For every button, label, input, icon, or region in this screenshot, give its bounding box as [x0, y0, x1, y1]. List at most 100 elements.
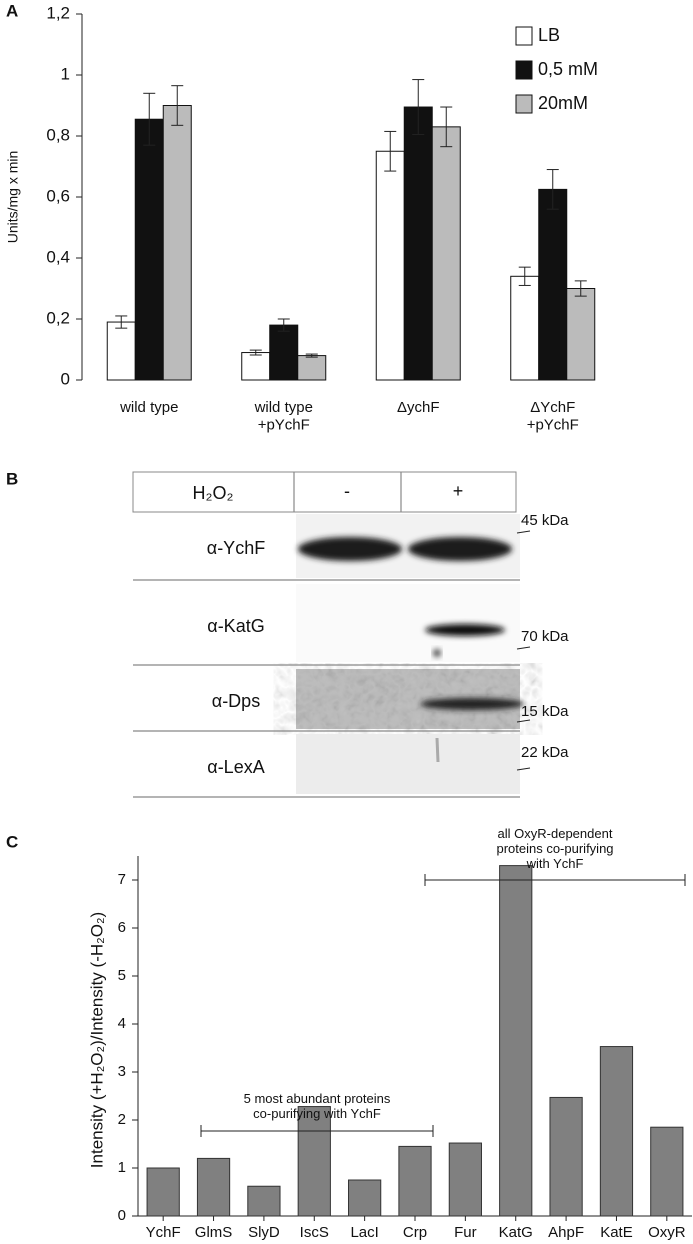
bar [448, 1142, 482, 1217]
y-tick-label: 1 [61, 64, 70, 83]
band [408, 537, 512, 561]
x-tick-label: KatG [499, 1224, 533, 1241]
header-box [132, 471, 517, 513]
y-tick-label: 6 [118, 919, 126, 936]
y-tick-label: 0 [118, 1207, 126, 1224]
error-bar [249, 349, 262, 356]
row-label: α-KatG [207, 616, 264, 636]
bar [549, 1096, 583, 1217]
bar [599, 1046, 634, 1217]
header-label: - [344, 481, 350, 501]
blot-strip [296, 584, 520, 662]
y-axis-label: Units/mg x min [5, 151, 21, 244]
row-label: α-Dps [212, 691, 260, 711]
marker-tick [516, 767, 531, 771]
legend-swatch [515, 60, 533, 80]
bar [510, 275, 540, 381]
row-label: α-YchF [207, 538, 265, 558]
bar [499, 865, 533, 1217]
marker-label: 45 kDa [521, 512, 569, 529]
bar [375, 150, 405, 381]
bar [134, 118, 164, 381]
legend-label: 0,5 mM [538, 59, 598, 79]
y-tick-label: 1,2 [46, 3, 70, 22]
x-tick-label: wild type +pYchF [254, 399, 313, 433]
x-tick-label: IscS [300, 1224, 329, 1241]
bar [431, 126, 461, 381]
y-tick-label: 0,4 [46, 247, 70, 266]
bar [398, 1145, 432, 1217]
band [298, 537, 402, 561]
marker-label: 70 kDa [521, 628, 569, 645]
legend-swatch [515, 94, 533, 114]
blot-panel: B H₂O₂ - + α-YchF α-KatG α-Dps α-LexA 45… [6, 469, 569, 798]
error-bar [440, 106, 453, 148]
marker-tick [516, 646, 531, 650]
bar [566, 288, 596, 381]
streak [435, 737, 440, 763]
legend-label: 20mM [538, 93, 588, 113]
error-bar [143, 92, 156, 146]
error-bar [115, 315, 128, 329]
y-tick-label: 2 [118, 1111, 126, 1128]
y-tick-label: 0,2 [46, 308, 70, 327]
spot [433, 649, 441, 657]
panel-label: B [6, 469, 18, 488]
x-tick-label: YchF [146, 1224, 181, 1241]
marker-tick [516, 530, 531, 534]
error-bar [305, 353, 318, 358]
x-tick-label: Crp [403, 1224, 427, 1241]
y-tick-label: 0,8 [46, 125, 70, 144]
error-bar [546, 169, 559, 210]
error-bar [574, 280, 587, 297]
blot-strip [296, 734, 520, 794]
legend-swatch [515, 26, 533, 46]
bar [146, 1167, 180, 1217]
error-bar [412, 79, 425, 135]
panel-label: A [6, 1, 18, 20]
x-tick-label: wild type [119, 399, 178, 416]
bar [196, 1157, 231, 1217]
y-tick-label: 5 [118, 967, 126, 984]
marker-tick [516, 719, 531, 723]
header-label: + [453, 481, 464, 501]
y-tick-label: 4 [118, 1015, 126, 1032]
x-tick-label: OxyR [648, 1224, 686, 1241]
error-bar [518, 266, 531, 286]
error-bar [384, 130, 397, 172]
bar [403, 106, 433, 381]
y-tick-label: 1 [118, 1159, 126, 1176]
bar [162, 105, 192, 381]
bar [269, 324, 299, 381]
marker-label: 15 kDa [521, 703, 569, 720]
marker-label: 22 kDa [521, 744, 569, 761]
header-label: H₂O₂ [193, 483, 234, 503]
bar [247, 1185, 281, 1217]
band [420, 698, 524, 710]
row-label: α-LexA [207, 757, 264, 777]
x-tick-label: SlyD [248, 1224, 280, 1241]
x-tick-label: ΔYchF +pYchF [527, 399, 579, 433]
y-axis-label: Intensity (+H₂O₂)/Intensity (-H₂O₂) [87, 912, 106, 1168]
bar [297, 1106, 331, 1217]
y-tick-label: 0 [61, 369, 70, 388]
bar [297, 355, 327, 381]
x-tick-label: GlmS [195, 1224, 233, 1241]
annotation: 5 most abundant proteins co-purifying wit… [244, 1091, 391, 1121]
band [425, 624, 505, 636]
annotation: all OxyR-dependent proteins co-purifying w… [496, 826, 613, 871]
x-tick-label: Fur [454, 1224, 477, 1241]
error-bar [171, 85, 184, 126]
x-tick-label: KatE [600, 1224, 633, 1241]
y-tick-label: 0,6 [46, 186, 70, 205]
x-tick-label: AhpF [548, 1224, 584, 1241]
x-tick-label: LacI [350, 1224, 378, 1241]
x-tick-label: ΔychF [397, 399, 440, 416]
bar [650, 1126, 684, 1217]
bar [348, 1179, 382, 1217]
panel-label: C [6, 832, 18, 851]
y-tick-label: 7 [118, 871, 126, 888]
bar [106, 321, 136, 381]
y-tick-label: 3 [118, 1063, 126, 1080]
